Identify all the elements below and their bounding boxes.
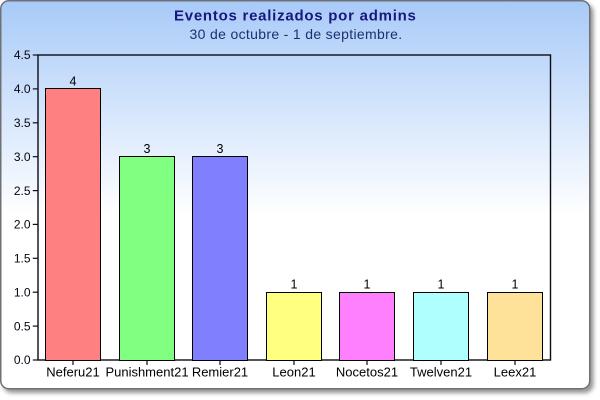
svg-text:1.5: 1.5 [14, 252, 31, 266]
svg-text:Leex21: Leex21 [494, 365, 537, 380]
svg-text:1: 1 [291, 278, 298, 292]
svg-text:2.5: 2.5 [14, 184, 31, 198]
svg-text:Punishment21: Punishment21 [105, 365, 188, 380]
svg-text:Remier21: Remier21 [192, 365, 248, 380]
svg-text:Leon21: Leon21 [272, 365, 315, 380]
svg-text:1: 1 [512, 278, 519, 292]
svg-text:4: 4 [70, 74, 77, 88]
svg-text:3: 3 [144, 142, 151, 156]
svg-text:1: 1 [438, 278, 445, 292]
svg-text:Eventos realizados por admins: Eventos realizados por admins [174, 8, 417, 25]
svg-text:Nocetos21: Nocetos21 [336, 365, 398, 380]
svg-text:0.5: 0.5 [14, 319, 31, 333]
svg-text:1.0: 1.0 [14, 285, 31, 299]
svg-text:Neferu21: Neferu21 [46, 365, 99, 380]
svg-text:Twelven21: Twelven21 [410, 365, 472, 380]
svg-text:30 de octubre - 1 de septiembr: 30 de octubre - 1 de septiembre. [190, 26, 403, 42]
svg-text:2.0: 2.0 [14, 218, 31, 232]
svg-text:0.0: 0.0 [14, 353, 31, 367]
svg-text:1: 1 [364, 278, 371, 292]
svg-text:3.5: 3.5 [14, 116, 31, 130]
svg-text:3: 3 [217, 142, 224, 156]
svg-text:4.5: 4.5 [14, 48, 31, 62]
svg-text:3.0: 3.0 [14, 150, 31, 164]
svg-text:4.0: 4.0 [14, 82, 31, 96]
